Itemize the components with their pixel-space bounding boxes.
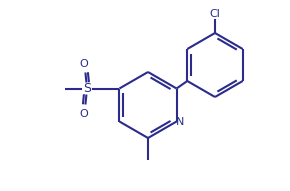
Text: N: N xyxy=(175,117,184,126)
Text: O: O xyxy=(79,58,88,69)
Text: S: S xyxy=(84,82,91,95)
Text: O: O xyxy=(79,108,88,118)
Text: Cl: Cl xyxy=(210,9,220,19)
